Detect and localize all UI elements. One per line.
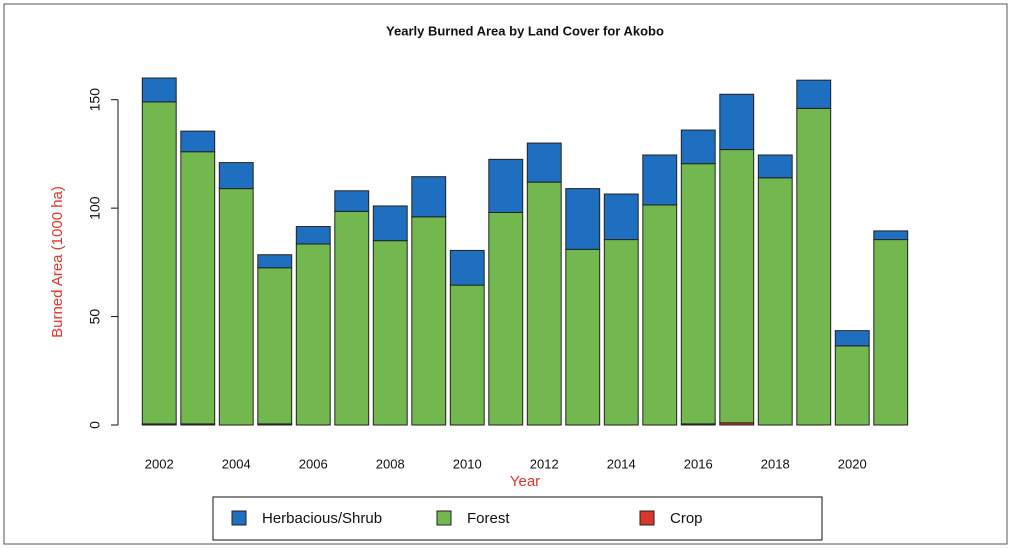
bar-segment xyxy=(449,284,485,426)
bar-segment xyxy=(334,190,370,212)
y-tick-label: 100 xyxy=(87,196,103,220)
x-tick-label: 2016 xyxy=(684,456,713,471)
bar-segment xyxy=(873,230,909,241)
bar-segment xyxy=(488,158,524,213)
legend-swatch xyxy=(639,510,655,526)
bar-segment xyxy=(603,239,639,426)
bar-segment xyxy=(295,226,331,245)
x-tick-label: 2004 xyxy=(222,456,251,471)
chart-title: Yearly Burned Area by Land Cover for Ako… xyxy=(386,23,664,38)
bar-segment xyxy=(218,162,254,190)
bar-segment xyxy=(295,243,331,426)
bar-segment xyxy=(334,210,370,426)
x-axis-label: Year xyxy=(510,473,540,490)
bar-segment xyxy=(257,254,293,269)
x-tick-label: 2008 xyxy=(376,456,405,471)
bar-segment xyxy=(488,211,524,426)
bar-segment xyxy=(757,154,793,179)
bar-segment xyxy=(757,177,793,426)
bar-segment xyxy=(372,240,408,426)
y-tick-label: 0 xyxy=(87,421,103,429)
bar-segment xyxy=(642,154,678,206)
legend-label: Herbacious/Shrub xyxy=(262,510,382,527)
bar-segment xyxy=(372,205,408,242)
bar-segment xyxy=(257,267,293,425)
bar-segment xyxy=(449,249,485,286)
bar-segment xyxy=(719,149,755,424)
bar-segment xyxy=(603,193,639,241)
bar-segment xyxy=(680,129,716,165)
bar-segment xyxy=(526,181,562,426)
y-tick-label: 50 xyxy=(87,309,103,325)
bar-segment xyxy=(642,204,678,426)
x-tick-label: 2002 xyxy=(145,456,174,471)
bar-segment xyxy=(141,77,177,103)
x-tick-label: 2010 xyxy=(453,456,482,471)
bar-segment xyxy=(180,130,216,153)
legend-swatch xyxy=(436,510,452,526)
legend-label: Forest xyxy=(467,510,510,527)
bar-segment xyxy=(565,188,601,250)
bar-segment xyxy=(873,239,909,426)
legend-label: Crop xyxy=(670,510,703,527)
legend-box xyxy=(212,496,823,541)
bar-segment xyxy=(834,330,870,347)
frame xyxy=(3,3,1008,545)
bar-segment xyxy=(796,107,832,426)
bar-segment xyxy=(218,188,254,426)
bar-segment xyxy=(680,163,716,425)
x-tick-label: 2014 xyxy=(607,456,636,471)
y-axis-label: Burned Area (1000 ha) xyxy=(49,186,66,338)
legend-swatch xyxy=(231,510,247,526)
bar-segment xyxy=(180,151,216,425)
bar-segment xyxy=(565,248,601,426)
bar-segment xyxy=(834,345,870,426)
bar-segment xyxy=(796,79,832,109)
bar-segment xyxy=(719,93,755,151)
x-tick-label: 2006 xyxy=(299,456,328,471)
bar-segment xyxy=(411,216,447,426)
y-tick-label: 150 xyxy=(87,88,103,112)
bar-segment xyxy=(141,101,177,425)
x-tick-label: 2012 xyxy=(530,456,559,471)
x-tick-label: 2018 xyxy=(761,456,790,471)
bar-segment xyxy=(526,142,562,183)
x-tick-label: 2020 xyxy=(838,456,867,471)
bar-segment xyxy=(411,176,447,218)
